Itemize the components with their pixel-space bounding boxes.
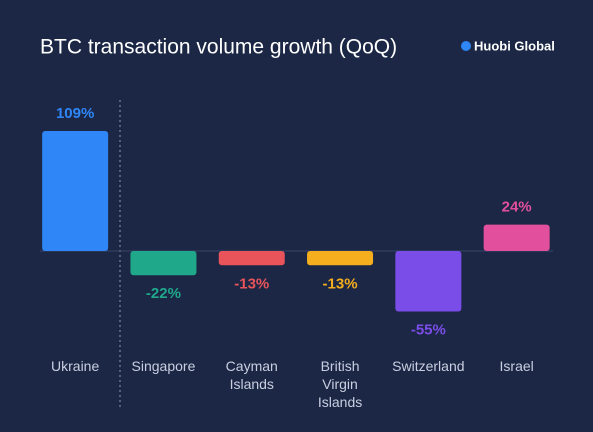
- value-label: -55%: [411, 322, 446, 339]
- value-label: 24%: [502, 199, 532, 216]
- brand: Huobi Global: [474, 38, 555, 53]
- bar: [130, 251, 197, 276]
- category-label: Cayman Islands: [225, 358, 278, 392]
- logo-icon: [461, 41, 471, 51]
- bar: [218, 251, 285, 266]
- bar: [483, 224, 550, 251]
- category-label: Singapore: [131, 358, 196, 374]
- category-label: Ukraine: [51, 358, 100, 374]
- bar: [395, 251, 462, 312]
- value-label: -13%: [234, 275, 269, 292]
- category-label: British Virgin Islands: [317, 358, 363, 410]
- bar: [307, 251, 374, 266]
- category-label: Israel: [499, 358, 534, 374]
- value-label: -22%: [146, 285, 181, 302]
- chart-title: BTC transaction volume growth (QoQ): [40, 36, 397, 59]
- bar: [42, 131, 109, 251]
- value-label: -13%: [323, 275, 358, 292]
- value-label: 109%: [56, 105, 94, 122]
- category-label: Switzerland: [392, 358, 465, 374]
